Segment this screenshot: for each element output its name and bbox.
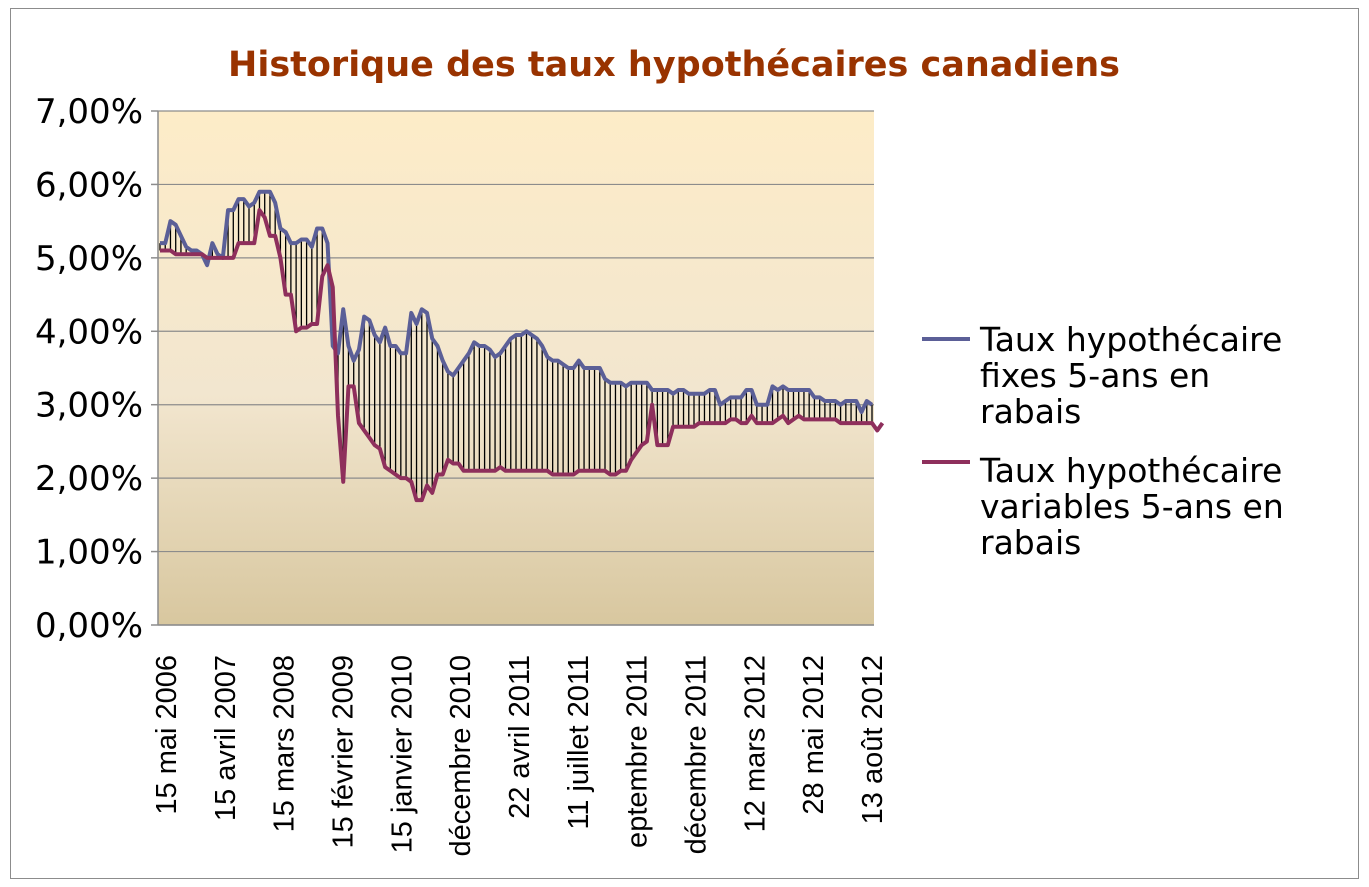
x-tick-label: eptembre 2011: [622, 655, 654, 848]
axes: [151, 110, 874, 626]
x-tick-label: 22 avril 2011: [504, 655, 536, 819]
gridlines: [158, 110, 874, 626]
legend-label-variable: Taux hypothécaire variables 5-ans en rab…: [979, 451, 1294, 562]
x-tick-label: 15 mai 2006: [151, 655, 183, 815]
legend-item-fixed: Taux hypothécaire fixes 5-ans en rabais: [922, 320, 1293, 431]
y-tick-label: 1,00%: [35, 533, 143, 573]
legend-label-fixed: Taux hypothécaire fixes 5-ans en rabais: [979, 320, 1293, 431]
series-lines: [160, 189, 885, 503]
x-tick-label: décembre 2011: [681, 655, 713, 854]
x-tick-labels: 15 mai 2006 15 avril 2007 15 mars 2008 15 f…: [151, 655, 889, 857]
x-tick-label: 12 mars 2012: [739, 655, 771, 832]
x-tick-label: 15 février 2009: [328, 655, 360, 848]
y-tick-label: 7,00%: [35, 92, 143, 132]
y-tick-label: 0,00%: [35, 606, 143, 646]
x-tick-label: décembre 2010: [445, 655, 477, 857]
x-tick-label: 11 juillet 2011: [563, 655, 595, 830]
series-line-fixed: [160, 189, 874, 415]
y-tick-label: 2,00%: [35, 459, 143, 499]
x-tick-label: 15 janvier 2010: [386, 655, 418, 853]
legend: Taux hypothécaire fixes 5-ans en rabais …: [922, 320, 1294, 562]
x-tick-label: 13 août 2012: [857, 655, 889, 824]
y-tick-label: 5,00%: [35, 239, 143, 279]
y-tick-labels: 0,00% 1,00% 2,00% 3,00% 4,00% 5,00% 6,00% 7,00%: [35, 92, 143, 646]
legend-item-variable: Taux hypothécaire variables 5-ans en rab…: [922, 451, 1294, 562]
y-tick-label: 6,00%: [35, 165, 143, 205]
y-tick-label: 4,00%: [35, 312, 143, 352]
series-line-variable: [160, 208, 885, 503]
x-tick-label: 28 mai 2012: [798, 655, 830, 815]
chart-title: Historique des taux hypothécaires canadi…: [228, 45, 1120, 85]
x-tick-label: 15 avril 2007: [210, 655, 242, 821]
x-tick-label: 15 mars 2008: [269, 655, 301, 832]
y-tick-label: 3,00%: [35, 386, 143, 426]
